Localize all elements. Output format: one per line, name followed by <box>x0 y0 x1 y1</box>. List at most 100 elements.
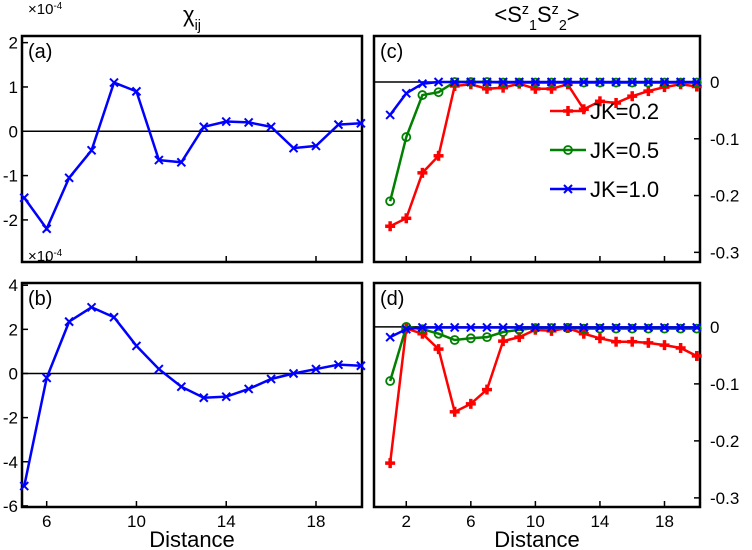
text-segment: <S <box>494 2 522 27</box>
data-marker <box>546 322 557 333</box>
data-marker <box>611 322 621 333</box>
x-tick-label: 14 <box>217 512 236 531</box>
data-marker <box>611 98 622 109</box>
y-tick-label: -6 <box>3 497 18 516</box>
legend-label: JK=0.5 <box>590 138 659 163</box>
data-marker <box>675 77 686 87</box>
data-marker <box>401 324 411 334</box>
data-marker <box>356 361 366 371</box>
data-marker <box>465 398 476 409</box>
data-marker <box>465 333 476 344</box>
data-marker <box>594 333 605 344</box>
data-marker <box>154 155 164 165</box>
data-marker <box>578 104 589 115</box>
data-marker <box>221 391 231 402</box>
data-marker <box>643 337 654 348</box>
data-marker <box>627 336 638 347</box>
y-tick-label: -4 <box>3 453 18 472</box>
legend-label: JK=0.2 <box>590 99 659 124</box>
data-marker <box>530 77 541 87</box>
x-tick-label: 2 <box>402 512 411 531</box>
plot-frame <box>20 34 364 264</box>
y-tick-label: 2 <box>9 34 18 53</box>
plot-frame <box>20 281 364 509</box>
data-marker <box>595 77 605 87</box>
data-marker <box>385 110 395 120</box>
series-markers <box>19 77 366 234</box>
data-marker <box>449 406 460 417</box>
y-tick-label: -0.1 <box>710 130 739 149</box>
data-marker <box>417 78 428 89</box>
y-tick-label: -2 <box>3 211 18 230</box>
data-marker <box>433 344 444 355</box>
data-marker <box>243 384 254 394</box>
data-marker <box>498 77 508 87</box>
data-marker <box>595 322 605 333</box>
x-axis-label: Distance <box>494 527 580 550</box>
data-marker <box>579 322 589 333</box>
data-marker <box>199 122 209 132</box>
data-marker <box>176 157 187 168</box>
x-tick-label: 14 <box>590 512 609 531</box>
y-tick-label: -1 <box>3 167 18 186</box>
axis-multiplier: ×10-4 <box>28 248 63 266</box>
data-marker <box>311 364 321 374</box>
series-line <box>389 80 697 116</box>
data-marker <box>466 77 476 87</box>
text-segment: > <box>567 2 580 27</box>
text-segment: 1 <box>529 18 537 34</box>
text-segment: S <box>537 2 552 27</box>
data-marker <box>482 322 492 333</box>
data-marker <box>691 350 702 361</box>
data-marker <box>675 322 686 333</box>
text-segment: 2 <box>559 18 567 34</box>
y-tick-label: -0.2 <box>710 187 739 206</box>
data-marker <box>466 322 476 333</box>
y-tick-label: -0.3 <box>710 489 739 508</box>
data-marker <box>579 77 589 87</box>
data-marker <box>417 90 428 100</box>
data-marker <box>498 322 508 333</box>
data-marker <box>109 77 119 88</box>
data-marker <box>563 145 573 155</box>
panel-label: (a) <box>28 41 52 63</box>
data-marker <box>131 86 142 97</box>
data-marker <box>19 193 29 203</box>
data-marker <box>243 117 254 128</box>
data-marker <box>643 322 654 333</box>
plot-frame <box>372 34 702 264</box>
text-segment: ij <box>195 18 201 34</box>
plot-frame <box>372 281 702 509</box>
y-tick-label: 0 <box>9 364 18 383</box>
text-segment: z <box>552 2 559 18</box>
data-marker <box>643 77 654 87</box>
y-tick-label: 0 <box>710 318 719 337</box>
x-tick-label: 10 <box>127 512 146 531</box>
data-marker <box>675 342 686 353</box>
text-segment: -4 <box>53 1 62 12</box>
data-marker <box>530 83 541 94</box>
x-tick-label: 6 <box>466 512 475 531</box>
data-marker <box>86 302 97 312</box>
column-title: χij <box>183 2 201 34</box>
series-line <box>23 80 361 232</box>
data-marker <box>449 322 460 333</box>
data-marker <box>627 322 637 333</box>
x-axis-label: Distance <box>149 527 235 550</box>
data-marker <box>385 221 396 232</box>
data-marker <box>433 87 444 98</box>
data-marker <box>385 458 396 469</box>
series-line <box>23 305 361 487</box>
data-marker <box>433 150 444 161</box>
y-tick-label: 1 <box>9 78 18 97</box>
data-marker <box>401 88 411 99</box>
data-marker <box>333 119 344 130</box>
data-marker <box>627 91 638 102</box>
series-markers <box>385 322 702 342</box>
data-marker <box>41 373 52 383</box>
data-marker <box>627 77 637 87</box>
data-marker <box>562 322 573 333</box>
x-tick-label: 18 <box>655 512 674 531</box>
data-marker <box>385 376 396 386</box>
panel-label: (b) <box>28 288 52 310</box>
